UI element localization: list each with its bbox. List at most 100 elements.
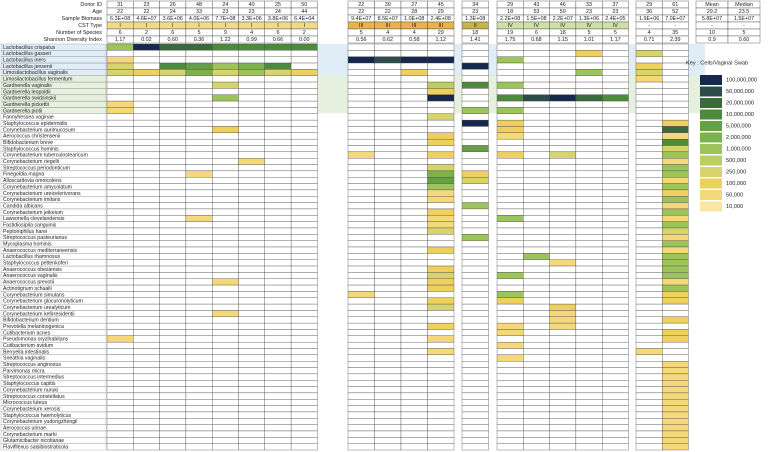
- empty-cell: [400, 177, 428, 184]
- empty-cell: [662, 94, 689, 102]
- empty-cell: [212, 380, 239, 387]
- empty-cell: [575, 145, 603, 153]
- empty-cell: [549, 43, 577, 51]
- empty-cell: [400, 208, 428, 216]
- header-value: IV: [534, 23, 539, 29]
- empty-cell: [461, 284, 489, 292]
- header-value: 25: [275, 2, 281, 8]
- empty-cell: [635, 322, 663, 330]
- empty-cell: [602, 329, 629, 336]
- empty-cell: [347, 443, 375, 451]
- header-value: 50: [301, 2, 307, 8]
- empty-cell: [264, 265, 292, 273]
- abundance-cell: [374, 56, 402, 64]
- empty-cell: [159, 316, 187, 324]
- empty-cell: [264, 418, 292, 425]
- empty-cell: [400, 234, 428, 241]
- abundance-cell: [461, 170, 489, 178]
- abundance-cell: [427, 348, 455, 356]
- empty-cell: [549, 215, 577, 222]
- empty-cell: [575, 196, 603, 203]
- empty-cell: [290, 430, 318, 438]
- abundance-cell: [427, 132, 455, 140]
- header-value: 6: [535, 30, 538, 36]
- empty-cell: [374, 170, 402, 178]
- species-name-cell: [0, 443, 107, 451]
- species-name: Staphylococcus capitis: [3, 381, 56, 387]
- empty-cell: [264, 392, 292, 400]
- empty-cell: [159, 183, 187, 191]
- empty-cell: [212, 335, 239, 343]
- empty-cell: [549, 392, 577, 400]
- header-value: -: [743, 23, 745, 29]
- empty-cell: [523, 424, 550, 432]
- empty-cell: [662, 107, 689, 114]
- empty-cell: [185, 373, 213, 381]
- empty-cell: [347, 164, 375, 172]
- header-value: 46: [560, 2, 566, 8]
- empty-cell: [264, 202, 292, 210]
- header-value: 5: [360, 30, 363, 36]
- empty-cell: [427, 443, 455, 451]
- empty-cell: [133, 189, 160, 197]
- empty-cell: [575, 177, 603, 184]
- abundance-cell: [496, 119, 524, 127]
- header-value: 4.6E+07: [136, 16, 156, 22]
- abundance-cell: [264, 62, 292, 70]
- empty-cell: [602, 158, 629, 165]
- empty-cell: [374, 316, 402, 324]
- header-value: III: [439, 23, 444, 29]
- abundance-cell: [662, 208, 689, 216]
- empty-cell: [662, 50, 689, 57]
- empty-cell: [106, 126, 134, 133]
- empty-cell: [238, 316, 265, 324]
- empty-cell: [602, 354, 629, 362]
- empty-cell: [427, 291, 455, 298]
- empty-cell: [461, 418, 489, 425]
- empty-cell: [523, 284, 550, 292]
- empty-cell: [602, 43, 629, 51]
- abundance-cell: [212, 126, 239, 133]
- empty-cell: [400, 291, 428, 298]
- abundance-cell: [238, 69, 265, 76]
- header-value: 0.71: [644, 37, 655, 43]
- empty-cell: [290, 126, 318, 133]
- empty-cell: [575, 354, 603, 362]
- empty-cell: [264, 322, 292, 330]
- empty-cell: [159, 126, 187, 133]
- header-value: 23: [472, 9, 478, 15]
- key-label: 50,000,000: [726, 89, 754, 95]
- species-name: Corynebacterium simulans: [3, 292, 65, 298]
- empty-cell: [347, 303, 375, 311]
- empty-cell: [635, 354, 663, 362]
- empty-cell: [347, 392, 375, 400]
- abundance-cell: [400, 69, 428, 76]
- empty-cell: [575, 126, 603, 133]
- empty-cell: [427, 107, 455, 114]
- empty-cell: [238, 113, 265, 121]
- empty-cell: [347, 132, 375, 140]
- empty-cell: [212, 50, 239, 57]
- abundance-cell: [523, 94, 550, 102]
- empty-cell: [549, 443, 577, 451]
- empty-cell: [133, 424, 160, 432]
- empty-cell: [290, 329, 318, 336]
- empty-cell: [185, 227, 213, 235]
- empty-cell: [290, 291, 318, 298]
- empty-cell: [575, 430, 603, 438]
- species-name: Streptococcus periodonticum: [3, 165, 70, 171]
- abundance-cell: [496, 215, 524, 222]
- abundance-cell: [549, 322, 577, 330]
- key-swatch: [700, 121, 722, 131]
- empty-cell: [549, 329, 577, 336]
- abundance-cell: [185, 43, 213, 51]
- empty-cell: [523, 348, 550, 356]
- header-value: 10: [709, 30, 715, 36]
- empty-cell: [185, 278, 213, 286]
- species-name: Fastidiosipila sanguinis: [3, 222, 57, 228]
- header-value: 2.4E+05: [605, 16, 625, 22]
- empty-cell: [461, 278, 489, 286]
- key-label: 10,000: [726, 204, 743, 210]
- empty-cell: [523, 119, 550, 127]
- key-label: 500,000: [726, 158, 746, 164]
